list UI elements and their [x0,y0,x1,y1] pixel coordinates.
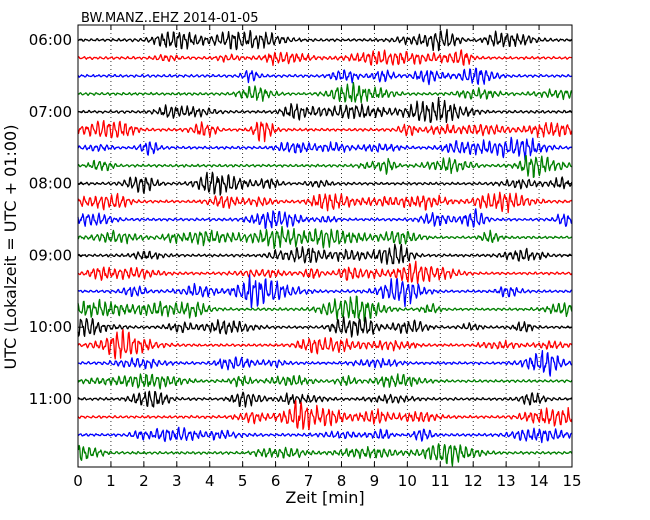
trace-line [77,136,573,161]
trace-line [77,155,572,178]
tick-labels: 0 1 2 3 4 5 6 7 8 9 10 11 12 13 14 1506:0007:0008:0009:… [29,31,582,490]
axes [77,24,573,468]
trace-line [77,96,573,124]
x-tick-label: 9 [370,472,380,490]
x-tick-label: 13 [497,472,516,490]
trace-line [77,260,573,285]
x-axis-label: Zeit [min] [285,488,364,507]
y-tick-label: 08:00 [29,175,72,193]
trace-line [77,243,573,265]
trace-line [77,426,573,444]
grid-lines [110,25,540,467]
x-tick-label: 15 [562,472,581,490]
x-tick-label: 3 [172,472,182,490]
trace-line [77,49,572,67]
y-tick-label: 06:00 [29,31,72,49]
trace-line [77,443,573,467]
trace-line [77,390,573,408]
trace-line [77,373,573,390]
trace-line [77,328,573,360]
chart-title: BW.MANZ..EHZ 2014-01-05 [81,11,259,26]
trace-line [77,208,573,229]
y-tick-label: 07:00 [29,103,72,121]
x-tick-label: 0 [73,472,83,490]
y-tick-label: 09:00 [29,246,72,264]
y-axis-label: UTC (Lokalzeit = UTC + 01:00) [1,125,20,370]
trace-line [77,191,573,214]
x-tick-label: 2 [139,472,149,490]
trace-group [77,28,573,467]
x-tick-label: 5 [238,472,248,490]
plot-frame [77,24,573,468]
y-tick-label: 10:00 [29,318,72,336]
trace-line [77,274,572,309]
trace-line [77,350,573,377]
trace-line [77,67,572,86]
trace-line [77,119,573,143]
trace-line [77,225,572,250]
x-tick-label: 1 [106,472,116,490]
x-tick-label: 11 [431,472,450,490]
trace-line [77,316,572,338]
trace-line [77,399,573,431]
trace-line [77,295,573,322]
y-tick-label: 11:00 [29,390,72,408]
x-tick-label: 10 [398,472,417,490]
trace-line [77,81,573,104]
x-tick-label: 7 [304,472,314,490]
x-tick-label: 12 [464,472,483,490]
x-tick-label: 14 [530,472,549,490]
x-tick-label: 8 [337,472,347,490]
trace-line [77,28,573,52]
trace-line [77,171,573,196]
x-tick-label: 4 [205,472,215,490]
x-tick-label: 6 [271,472,281,490]
